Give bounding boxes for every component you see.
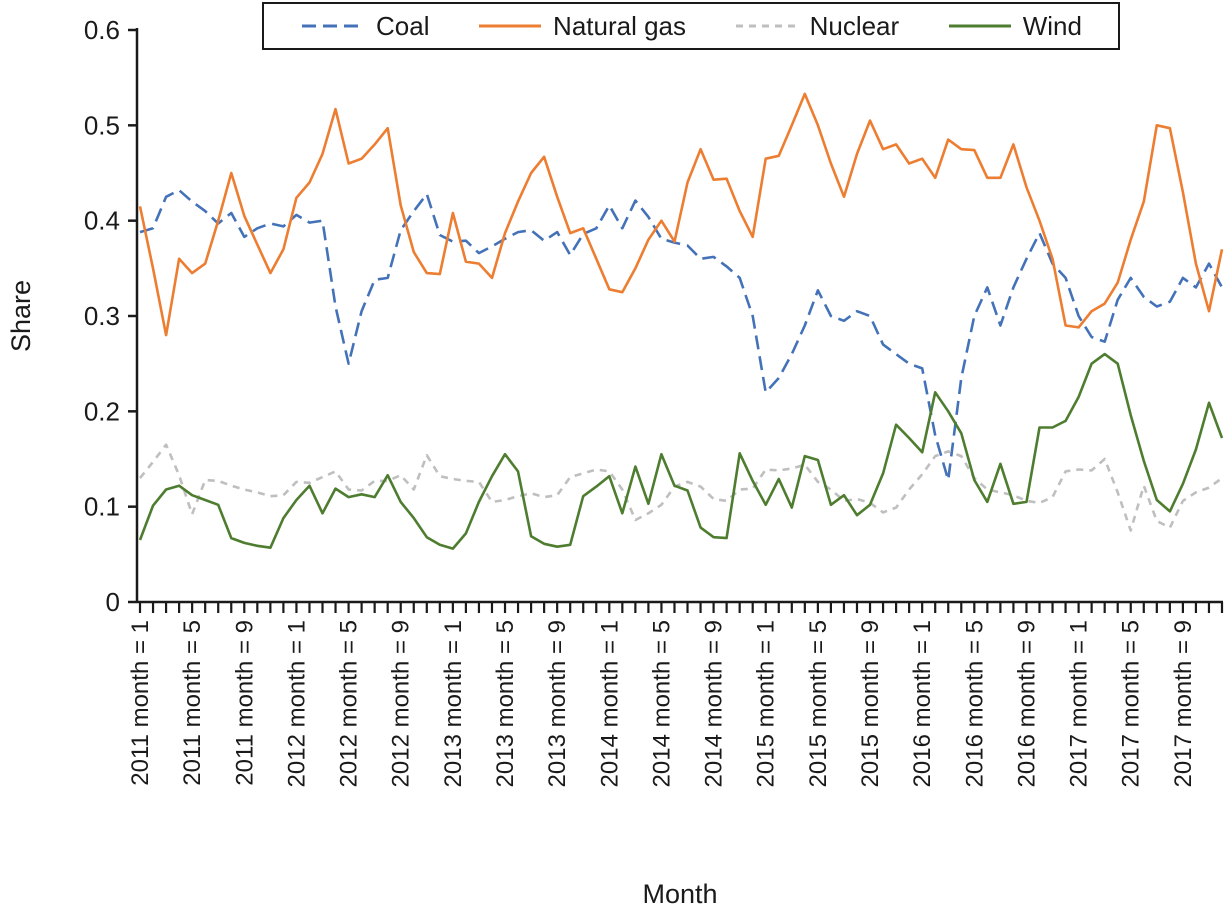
y-tick-label: 0.2: [84, 396, 120, 426]
x-tick-label: 2014 month = 1: [596, 620, 623, 787]
x-tick-label: 2015 month = 1: [753, 620, 780, 787]
x-tick-label: 2012 month = 1: [283, 620, 310, 787]
legend-item-natural-gas: Natural gas: [477, 11, 686, 42]
series-line-nuclear: [138, 443, 1223, 532]
series-lines: [138, 92, 1224, 550]
solid-line-icon: [948, 24, 1011, 28]
x-tick-label: 2016 month = 5: [961, 620, 988, 787]
legend: Coal Natural gas Nuclear Wind: [262, 2, 1120, 50]
series-line-wind: [138, 352, 1224, 550]
dashed-line-icon: [302, 24, 364, 28]
x-tick-label: 2011 month = 5: [179, 620, 206, 786]
legend-item-nuclear: Nuclear: [734, 10, 900, 42]
legend-label: Nuclear: [809, 10, 900, 41]
x-tick-label: 2016 month = 9: [1013, 620, 1040, 787]
solid-line-icon: [479, 24, 542, 28]
y-tick-label: 0.6: [84, 15, 120, 45]
x-tick-label: 2015 month = 5: [805, 620, 832, 787]
x-tick-label: 2016 month = 1: [909, 620, 936, 787]
x-tick-label: 2011 month = 9: [231, 620, 258, 786]
y-tick-label: 0.3: [84, 301, 120, 331]
x-tick-label: 2012 month = 5: [336, 620, 363, 787]
x-tick-label: 2015 month = 9: [857, 620, 884, 787]
legend-label: Coal: [376, 10, 430, 41]
x-tick-label: 2011 month = 1: [127, 620, 154, 786]
y-tick-label: 0.1: [84, 492, 120, 522]
legend-label: Wind: [1022, 10, 1082, 41]
dashed-line-icon: [735, 24, 798, 28]
x-tick-label: 2013 month = 1: [440, 620, 467, 787]
x-tick-label: 2017 month = 5: [1118, 620, 1145, 787]
y-axis-title: Share: [6, 280, 36, 352]
x-tick-label: 2014 month = 9: [701, 620, 728, 787]
legend-item-wind: Wind: [947, 11, 1082, 42]
y-tick-label: 0.5: [84, 110, 120, 140]
axes: 0 0.1 0.2 0.3 0.4 0.5 0.6 2011 month = 1 2011 mo…: [84, 15, 1224, 787]
x-tick-label: 2014 month = 5: [648, 620, 675, 787]
x-tick-label: 2017 month = 9: [1170, 620, 1197, 787]
x-tick-label: 2013 month = 9: [544, 620, 571, 787]
x-tick-label: 2013 month = 5: [492, 620, 519, 787]
legend-item-coal: Coal: [300, 11, 429, 42]
x-tick-label: 2017 month = 1: [1066, 620, 1093, 787]
x-axis-title: Month: [642, 879, 717, 909]
x-tick-label: 2012 month = 9: [388, 620, 415, 787]
series-line-natural-gas: [138, 92, 1224, 337]
y-tick-label: 0.4: [84, 206, 120, 236]
series-line-coal: [139, 188, 1224, 482]
legend-label: Natural gas: [553, 10, 687, 41]
y-tick-label: 0: [106, 587, 120, 617]
